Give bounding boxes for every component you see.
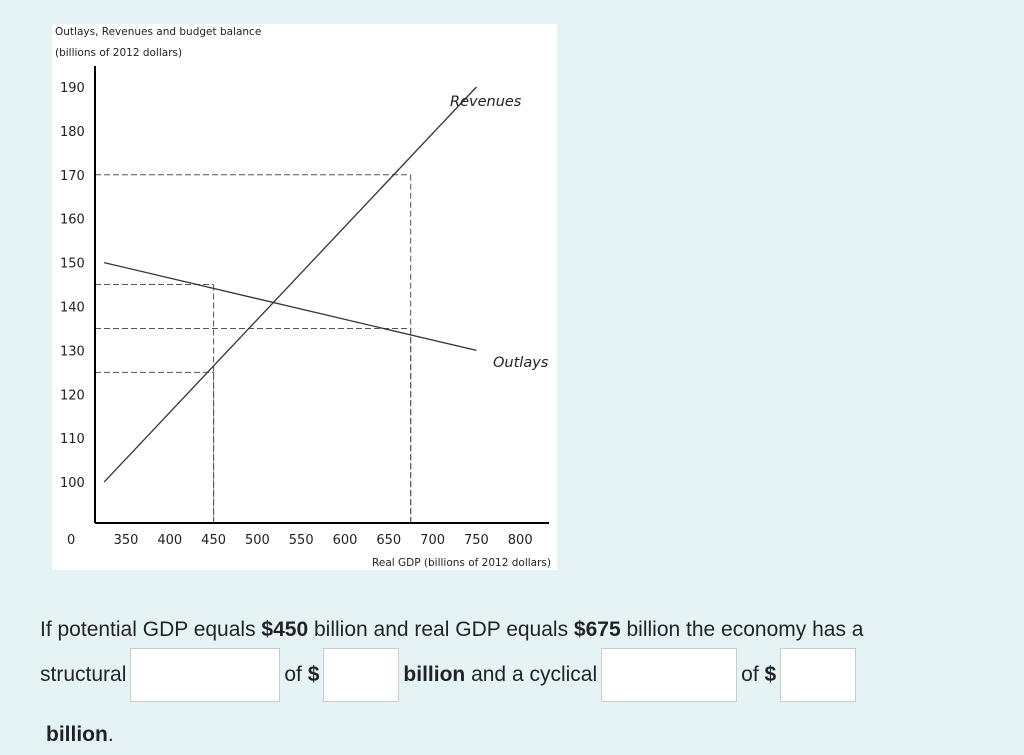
x-tick-label: 400 — [157, 533, 182, 548]
question-text: billion the economy has a — [620, 618, 864, 641]
structural-label: structural — [40, 663, 127, 686]
x-axis-label: Real GDP (billions of 2012 dollars) — [372, 557, 551, 569]
chart-title: Outlays, Revenues and budget balance — [55, 26, 262, 38]
question-line-1: If potential GDP equals $450 billion and… — [40, 616, 1000, 644]
x-tick-label: 700 — [420, 533, 445, 548]
x-tick-label: 500 — [245, 533, 270, 548]
billion-and-cyclical-label: billion and a cyclical — [403, 663, 598, 686]
outlays-line — [103, 261, 477, 352]
cyclical-type-input[interactable] — [601, 648, 738, 702]
billion-label: billion — [46, 723, 108, 746]
y-tick-label: 130 — [60, 344, 85, 359]
x-tick-label: 350 — [114, 533, 139, 548]
y-tick-label: 150 — [60, 257, 85, 272]
question-text: If potential GDP equals — [40, 618, 262, 641]
y-tick-label: 140 — [60, 301, 85, 316]
x-tick-label: 550 — [289, 533, 314, 548]
origin-label: 0 — [67, 533, 75, 548]
question: If potential GDP equals $450 billion and… — [40, 616, 1000, 749]
x-tick-label: 650 — [376, 533, 401, 548]
x-tick-label: 750 — [464, 533, 489, 548]
y-tick-label: 120 — [60, 388, 85, 403]
of-label: of $ — [284, 663, 320, 686]
y-tick-label: 170 — [60, 169, 85, 184]
real-gdp-value: $675 — [573, 618, 621, 641]
question-line-2: structural of $ billion and a cyclical o… — [40, 647, 1000, 703]
chart-plot: Revenues Outlays 190 180 170 160 150 140 130 120 1… — [60, 66, 551, 569]
chart-subtitle: (billions of 2012 dollars) — [55, 47, 183, 59]
x-tick-label: 600 — [333, 533, 358, 548]
cyclical-amount-input[interactable] — [780, 648, 857, 702]
revenues-line — [103, 86, 477, 483]
chart-panel: Outlays, Revenues and budget balance (bi… — [52, 24, 557, 570]
x-tick-label: 450 — [201, 533, 226, 548]
question-text: billion and real GDP equals — [308, 618, 574, 641]
y-tick-label: 190 — [60, 81, 85, 96]
y-tick-label: 100 — [60, 476, 85, 491]
revenues-label: Revenues — [450, 94, 522, 110]
potential-gdp-value: $450 — [261, 618, 309, 641]
structural-type-input[interactable] — [130, 648, 281, 702]
question-line-3: billion. — [40, 721, 1000, 749]
y-tick-label: 160 — [60, 213, 85, 228]
of-label: of $ — [741, 663, 777, 686]
period: . — [107, 723, 114, 746]
x-tick-label: 800 — [508, 533, 533, 548]
y-tick-label: 180 — [60, 125, 85, 140]
outlays-label: Outlays — [493, 355, 549, 371]
y-tick-label: 110 — [60, 432, 85, 447]
structural-amount-input[interactable] — [323, 648, 400, 702]
